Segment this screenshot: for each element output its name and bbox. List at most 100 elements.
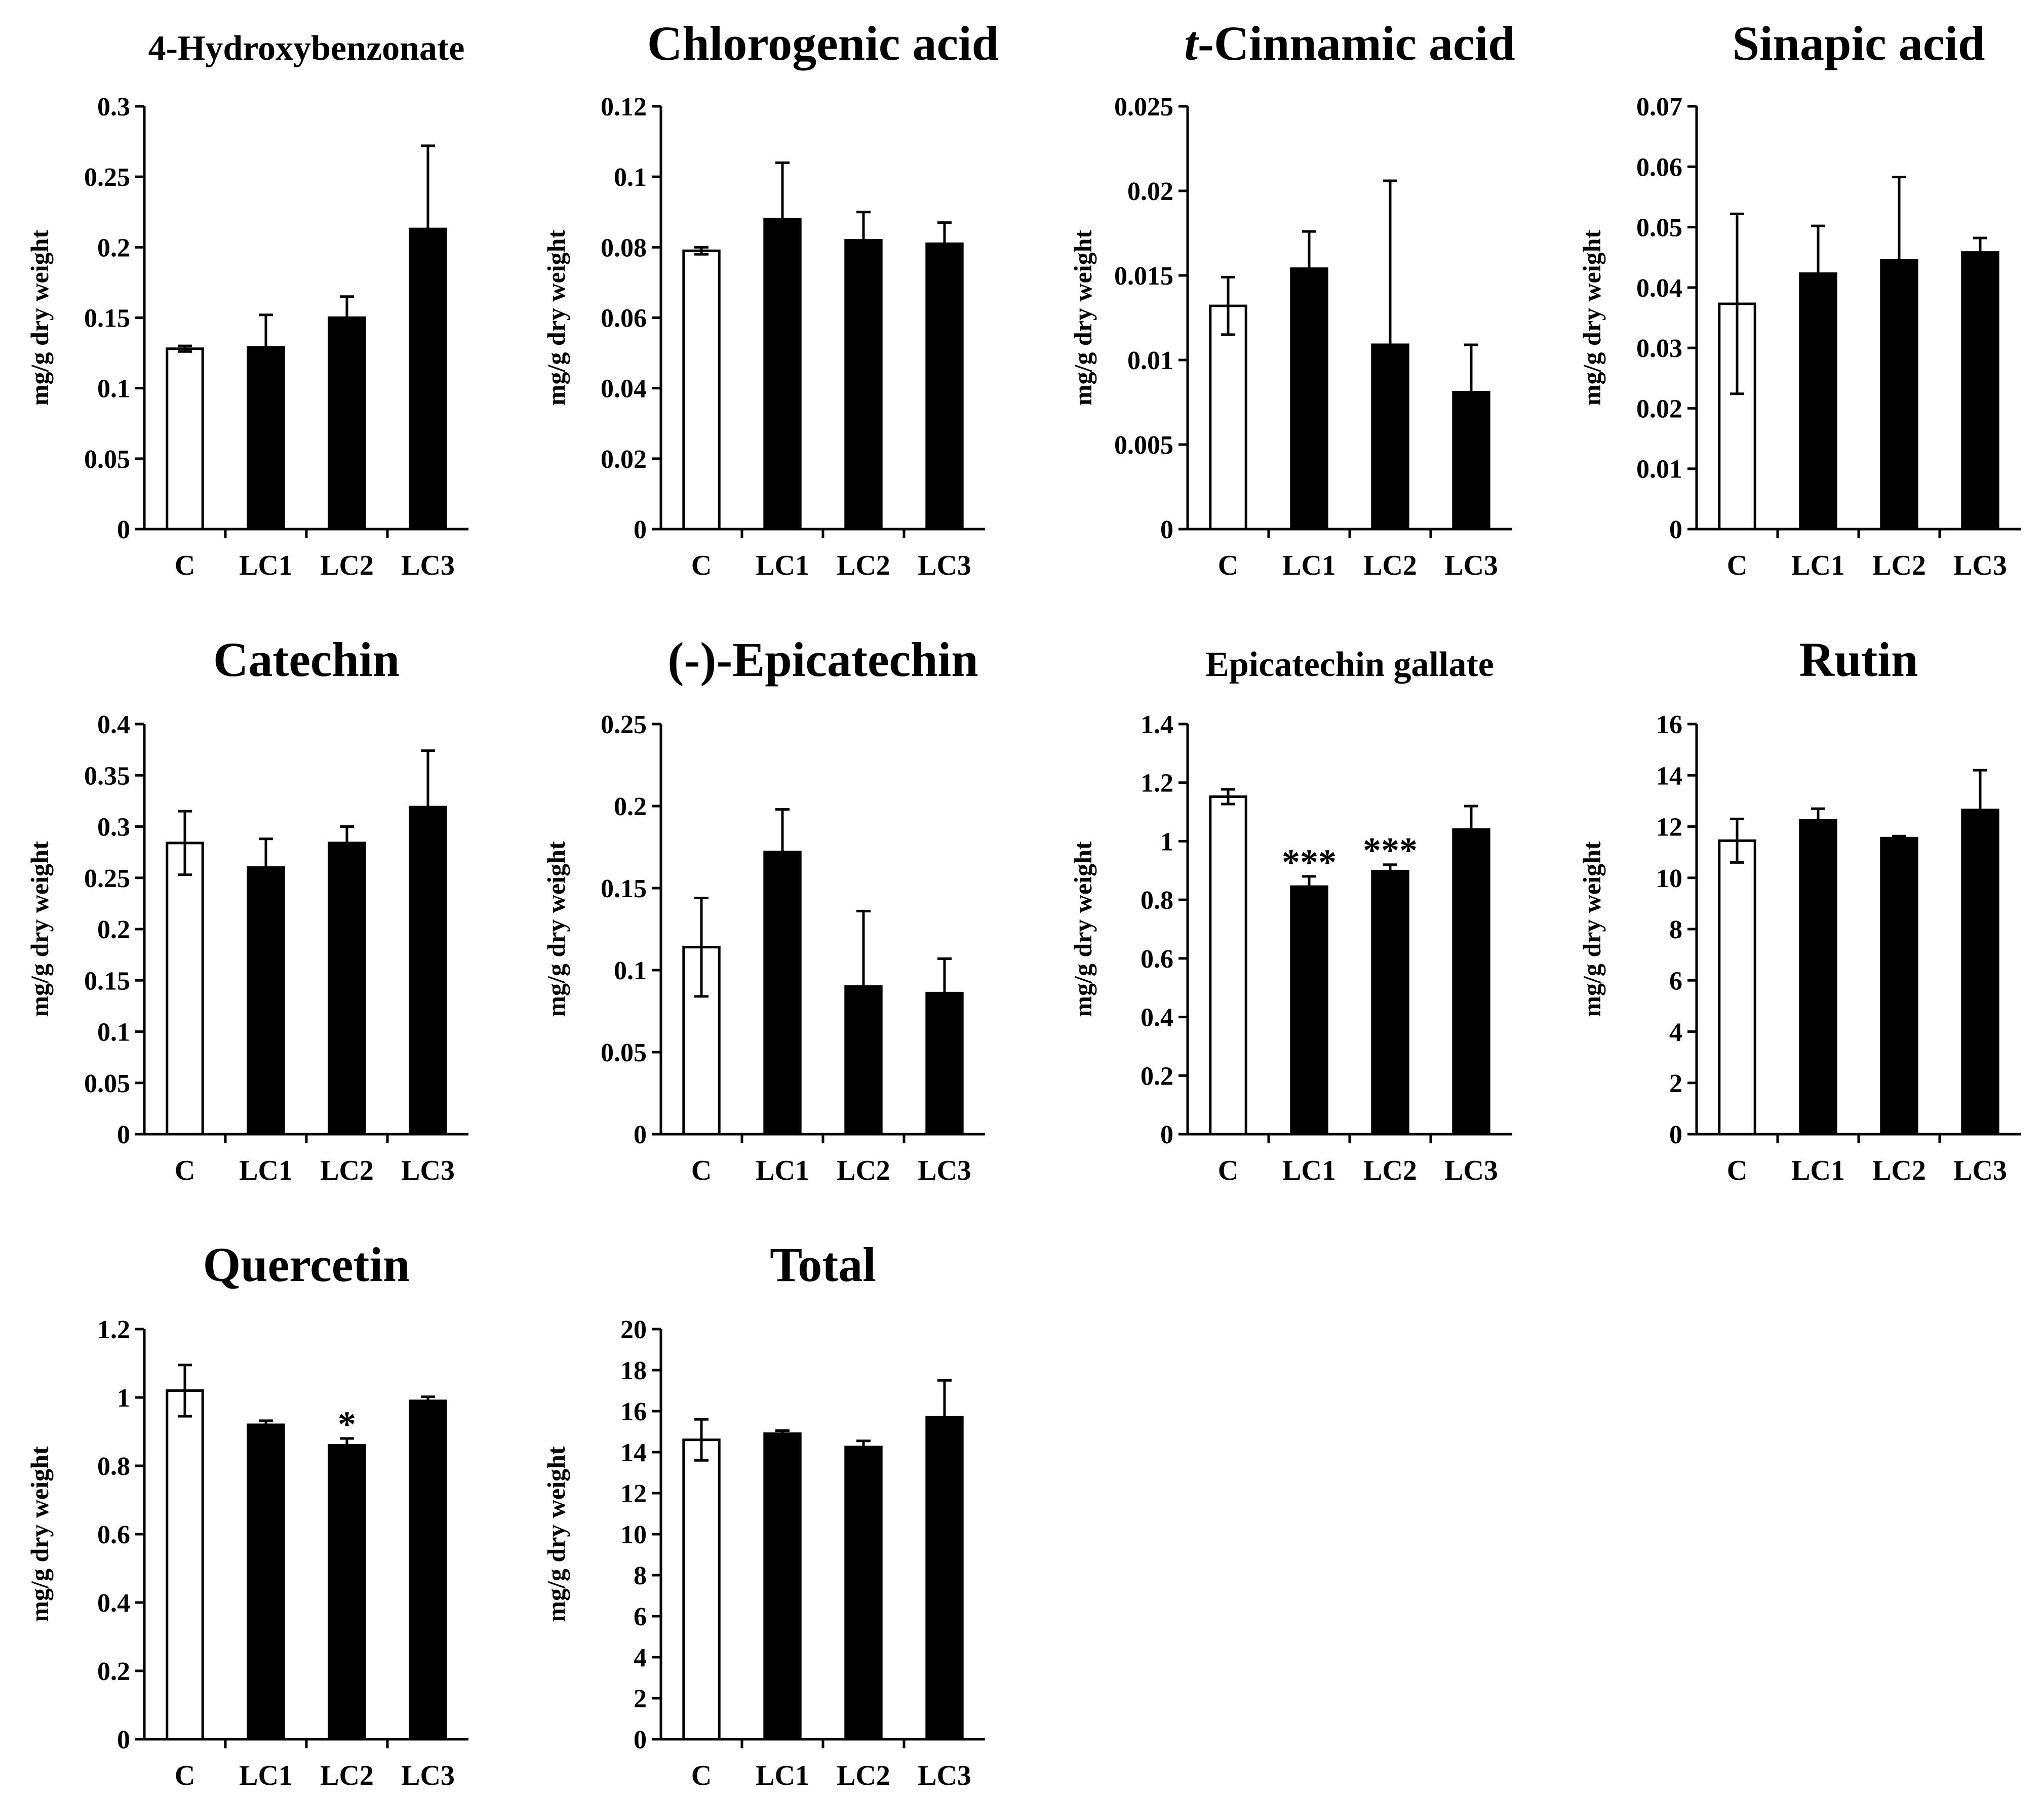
y-tick-label: 0 — [1160, 515, 1173, 544]
y-tick-label: 0 — [1669, 515, 1682, 544]
y-tick-label: 12 — [1656, 813, 1682, 842]
bar-c — [1209, 304, 1247, 531]
bar-lc1 — [763, 1432, 802, 1741]
x-tick-label: C — [691, 1155, 712, 1186]
y-tick-label: 6 — [634, 1603, 647, 1631]
y-tick-label: 2 — [634, 1685, 647, 1713]
bar-lc3 — [925, 991, 964, 1136]
y-tick-label: 0 — [1160, 1120, 1173, 1149]
y-tick-label: 8 — [634, 1562, 647, 1590]
bar-lc2 — [1880, 259, 1918, 531]
x-tick-label: C — [1727, 550, 1747, 581]
y-tick-label: 0.05 — [1636, 214, 1682, 243]
bar-lc1 — [763, 851, 802, 1136]
y-tick-label: 0.08 — [601, 233, 647, 262]
x-tick-label: C — [175, 1760, 195, 1791]
bar-lc3 — [1961, 251, 1999, 531]
x-tick-label: LC3 — [401, 1155, 455, 1186]
chart-title: Total — [770, 1237, 876, 1292]
y-axis-label: mg/g dry weight — [542, 1446, 570, 1622]
y-axis-label: mg/g dry weight — [542, 230, 570, 406]
bar-lc2 — [844, 1446, 883, 1741]
x-tick-label: C — [691, 1760, 712, 1791]
x-tick-label: LC2 — [320, 550, 374, 581]
bar-lc1 — [1290, 885, 1328, 1136]
chart-panel-9: Quercetin 0 0.2 0.4 0.6 0.8 1 1.2 mg/g dry weigh… — [25, 1237, 468, 1791]
y-tick-label: 0.35 — [84, 762, 130, 790]
x-tick-label: LC3 — [1444, 1155, 1498, 1186]
y-tick-label: 14 — [1656, 762, 1682, 790]
x-tick-label: C — [691, 550, 712, 581]
chart-title: (-)-Epicatechin — [667, 632, 978, 687]
x-tick-label: LC3 — [1953, 1155, 2007, 1186]
y-tick-label: 0.1 — [614, 163, 647, 192]
significance-marker: * — [338, 1404, 356, 1445]
x-tick-label: LC3 — [918, 1760, 971, 1791]
y-tick-label: 0.06 — [1636, 153, 1682, 182]
y-tick-label: 0.8 — [1141, 886, 1173, 915]
chart-panel-2: Chlorogenic acid 0 0.02 0.04 0.06 0.08 0.1 0.12… — [542, 16, 999, 581]
y-tick-label: 0.05 — [84, 445, 130, 474]
y-tick-label: 4 — [1669, 1018, 1682, 1047]
bar-lc2 — [844, 238, 883, 531]
x-tick-label: LC2 — [320, 1760, 374, 1791]
bar-c — [682, 1438, 721, 1741]
bar-lc1 — [247, 1423, 285, 1741]
chart-title: t-Cinnamic acid — [1184, 16, 1515, 70]
y-tick-label: 0.015 — [1114, 262, 1173, 291]
y-tick-label: 0.06 — [601, 304, 647, 333]
x-tick-label: LC1 — [756, 550, 809, 581]
bar-c — [682, 249, 721, 531]
y-tick-label: 0 — [1669, 1120, 1682, 1149]
x-tick-label: LC2 — [837, 1155, 890, 1186]
y-tick-label: 10 — [1656, 864, 1682, 893]
bar-lc2 — [1880, 836, 1918, 1136]
bar-lc2 — [844, 985, 883, 1136]
y-axis-label: mg/g dry weight — [25, 1446, 54, 1622]
x-tick-label: LC2 — [1363, 1155, 1417, 1186]
x-tick-label: LC3 — [918, 550, 971, 581]
chart-title: Quercetin — [203, 1237, 410, 1292]
x-tick-label: C — [1218, 1155, 1238, 1186]
bar-lc1 — [1799, 272, 1837, 531]
y-tick-label: 0.2 — [97, 233, 130, 262]
y-axis-label: mg/g dry weight — [542, 841, 570, 1017]
bar-lc3 — [409, 806, 447, 1136]
y-axis-label: mg/g dry weight — [25, 230, 54, 406]
y-tick-label: 0 — [117, 515, 130, 544]
chart-title: Epicatechin gallate — [1205, 645, 1494, 684]
bar-lc3 — [925, 242, 964, 531]
y-tick-label: 0.25 — [84, 864, 130, 893]
chart-title: Catechin — [213, 632, 400, 687]
bar-lc2 — [1371, 343, 1409, 531]
y-tick-label: 0.1 — [97, 1018, 130, 1047]
y-tick-label: 0.1 — [614, 956, 647, 985]
x-tick-label: LC3 — [1953, 550, 2007, 581]
y-tick-label: 1.2 — [97, 1315, 130, 1344]
x-tick-label: LC1 — [239, 550, 293, 581]
bar-lc1 — [247, 346, 285, 531]
x-tick-label: LC2 — [1872, 1155, 1926, 1186]
y-tick-label: 4 — [634, 1644, 647, 1672]
y-tick-label: 0 — [117, 1726, 130, 1754]
y-tick-label: 0.05 — [84, 1069, 130, 1098]
chart-title: 4-Hydroxybenzonate — [148, 29, 465, 68]
y-tick-label: 6 — [1669, 967, 1682, 995]
y-tick-label: 0 — [634, 1726, 647, 1754]
y-tick-label: 0.4 — [97, 710, 130, 739]
y-tick-label: 12 — [620, 1479, 647, 1508]
y-tick-label: 0.15 — [84, 967, 130, 995]
y-tick-label: 0.15 — [84, 304, 130, 333]
x-tick-label: LC1 — [756, 1760, 809, 1791]
y-tick-label: 0.01 — [1636, 455, 1682, 484]
y-tick-label: 8 — [1669, 915, 1682, 944]
bar-lc2 — [1371, 869, 1409, 1136]
bar-lc3 — [1961, 809, 1999, 1136]
y-tick-label: 0.02 — [1636, 394, 1682, 423]
chart-panel-8: Rutin 0 2 4 6 8 10 12 14 16 mg/g dry weight C LC1 LC2… — [1578, 632, 2021, 1186]
chart-panel-3: t-Cinnamic acid 0 0.005 0.01 0.015 0.02 0.025 m… — [1069, 16, 1515, 581]
x-tick-label: LC3 — [401, 1760, 455, 1791]
bar-c — [166, 1389, 204, 1741]
y-tick-label: 0 — [117, 1120, 130, 1149]
